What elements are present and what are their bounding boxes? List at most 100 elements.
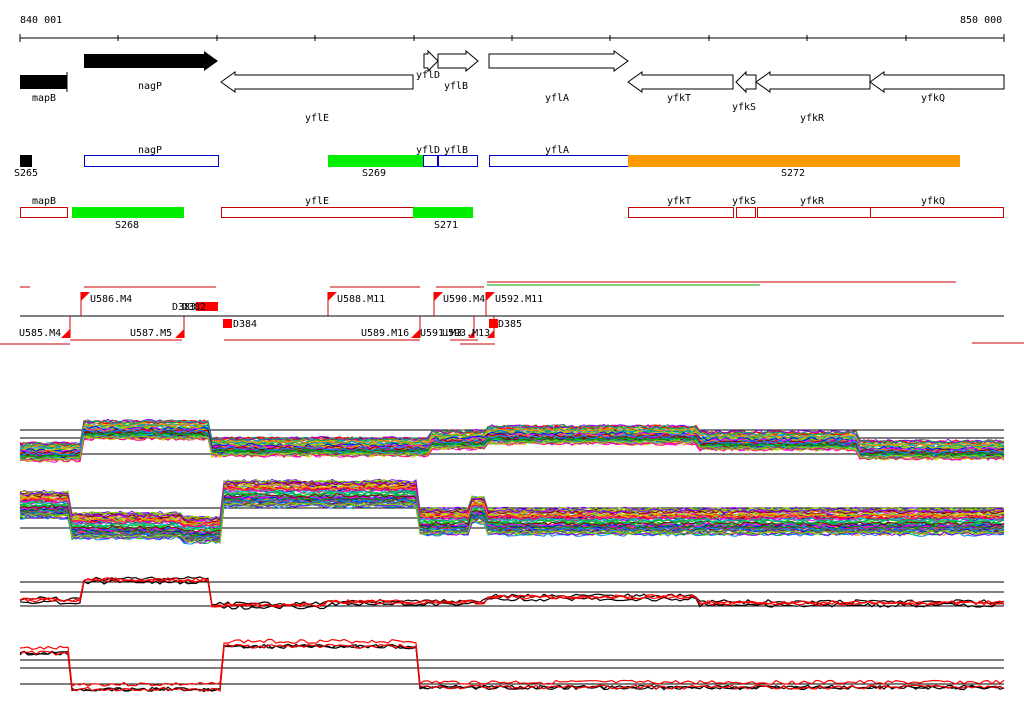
profile-line: [19, 643, 1005, 692]
profile-line: [19, 576, 1005, 607]
profile-line: [19, 643, 1005, 692]
profile-line: [19, 419, 1005, 447]
feature-U593-M13[interactable]: U593.M13: [442, 316, 495, 339]
feature-D385[interactable]: D385: [489, 319, 522, 330]
feature-U589-M16[interactable]: U589.M16: [361, 316, 421, 339]
segment-S271[interactable]: S271: [413, 207, 473, 231]
profile-line: [19, 503, 1005, 544]
feature-D383[interactable]: D383: [172, 302, 206, 313]
segment-label: yflD: [416, 145, 440, 156]
segment-yfkT[interactable]: yfkT: [628, 196, 734, 218]
feature-label: D385: [498, 319, 522, 330]
profile-line: [19, 490, 1005, 532]
feature-label: U590.M4: [443, 294, 485, 305]
ruler-start-label: 840 001: [20, 15, 62, 26]
profile-line: [19, 638, 1005, 688]
profile-line: [19, 431, 1005, 459]
segment-S265[interactable]: S265: [14, 155, 38, 179]
profile-line: [19, 418, 1005, 446]
gene-label: yfkS: [732, 102, 756, 113]
profile-line: [19, 429, 1005, 456]
gene-yflE[interactable]: yflE: [220, 71, 414, 124]
segment-label: yflA: [545, 145, 569, 156]
feature-U585-M4[interactable]: U585.M4: [19, 316, 71, 339]
expression-track-minus-summary: [19, 638, 1005, 693]
profile-line: [19, 482, 1005, 524]
feature-label: U591.M3: [420, 328, 462, 339]
segment-label: nagP: [138, 145, 162, 156]
feature-D384[interactable]: D384: [223, 319, 257, 330]
feature-label: U592.M11: [495, 294, 543, 305]
profile-line: [19, 480, 1005, 522]
profile-line: [19, 486, 1005, 528]
coordinate-ruler: 840 001 850 000: [19, 15, 1005, 42]
profile-line: [19, 435, 1005, 463]
profile-line: [19, 427, 1005, 454]
segment-nagP[interactable]: nagP: [84, 145, 219, 167]
gene-yfkS[interactable]: yfkS: [732, 70, 757, 113]
segment-yflB[interactable]: yflB: [438, 145, 478, 167]
ruler-end-label: 850 000: [960, 15, 1002, 26]
feature-label: U588.M11: [337, 294, 385, 305]
segment-yfkQ[interactable]: yfkQ: [870, 196, 1004, 218]
feature-U592-M11[interactable]: U592.M11: [485, 292, 543, 316]
feature-label: U587.M5: [130, 328, 172, 339]
gene-label: yflA: [545, 93, 569, 104]
feature-U587-M5[interactable]: U587.M5: [130, 316, 185, 339]
gene-yflD[interactable]: yflD: [416, 49, 440, 81]
segment-yfkR[interactable]: yfkR: [757, 196, 871, 218]
feature-U591-M3[interactable]: U591.M3: [420, 316, 475, 339]
segment-mapB[interactable]: mapB: [20, 196, 68, 218]
gene-label: yfkR: [800, 113, 825, 124]
feature-U590-M4[interactable]: U590.M4: [433, 292, 485, 316]
segment-S268[interactable]: S268: [72, 207, 184, 231]
gene-yflA[interactable]: yflA: [488, 50, 629, 104]
profile-line: [19, 481, 1005, 523]
profile-line: [19, 434, 1005, 462]
gene-label: yflD: [416, 70, 440, 81]
profile-line: [19, 577, 1005, 608]
segment-label: yflE: [305, 196, 329, 207]
segment-yfkS[interactable]: yfkS: [732, 196, 756, 218]
gene-track: mapB nagP yflE yflD yflB yflA yfkT yfkS: [20, 49, 1005, 124]
segment-label: yfkT: [667, 196, 691, 207]
feature-U586-M4[interactable]: U586.M4: [80, 292, 132, 316]
expression-profile-lines: [19, 418, 1005, 463]
profile-line: [19, 479, 1005, 521]
segment-S272[interactable]: S272: [628, 155, 960, 179]
gene-label: mapB: [32, 93, 56, 104]
gene-yfkQ[interactable]: yfkQ: [869, 71, 1005, 104]
feature-label: D384: [233, 319, 257, 330]
segment-yflE[interactable]: yflE: [221, 196, 414, 218]
feature-D382[interactable]: D382: [182, 302, 218, 313]
plus-strand-track: S265 nagP S269 yflD yflB yflA S272: [14, 145, 960, 179]
segment-label: S271: [434, 220, 458, 231]
feature-U588-M11[interactable]: U588.M11: [327, 292, 385, 316]
gene-yfkT[interactable]: yfkT: [627, 71, 734, 104]
segment-label: S269: [362, 168, 386, 179]
feature-label: D382: [182, 302, 206, 313]
segment-S269[interactable]: S269: [328, 155, 423, 179]
gene-mapB[interactable]: mapB: [20, 72, 68, 104]
gene-nagP[interactable]: nagP: [84, 51, 218, 92]
gene-label: yfkQ: [921, 93, 945, 104]
expression-track-plus-summary: [19, 576, 1005, 610]
feature-label: U593.M13: [442, 328, 490, 339]
feature-label: D383: [172, 302, 196, 313]
gene-yflB[interactable]: yflB: [437, 49, 479, 92]
segment-label: yfkS: [732, 196, 756, 207]
gene-yfkR[interactable]: yfkR: [755, 71, 871, 124]
profile-line: [19, 485, 1005, 527]
profile-line: [19, 492, 1005, 535]
segment-label: yfkQ: [921, 196, 945, 207]
feature-track: U586.M4 D383 D382 U588.M11 U590.M4 U592.…: [0, 281, 1024, 345]
segment-label: yfkR: [800, 196, 825, 207]
segment-label: mapB: [32, 196, 56, 207]
segment-yflD[interactable]: yflD: [416, 145, 440, 167]
segment-label: S272: [781, 168, 805, 179]
gene-label: nagP: [138, 81, 162, 92]
segment-label: yflB: [444, 145, 468, 156]
segment-yflA[interactable]: yflA: [489, 145, 629, 167]
